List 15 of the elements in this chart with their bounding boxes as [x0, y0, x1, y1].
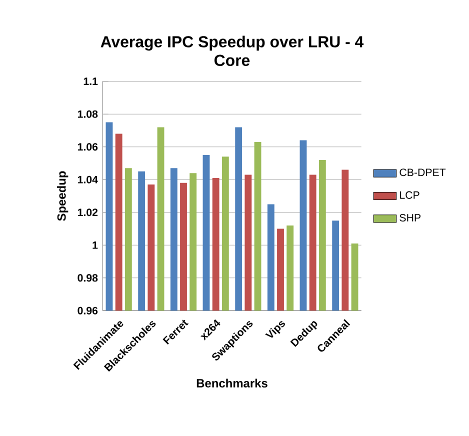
y-tick-label: 1.06 — [78, 143, 98, 151]
x-tick-label: Vips — [265, 321, 285, 338]
y-tick-label: 0.98 — [78, 274, 98, 282]
legend-label: LCP — [400, 191, 420, 199]
legend-label: CB-DPET — [400, 168, 446, 176]
y-tick-label: 1.1 — [84, 78, 98, 85]
legend-label: SHP — [400, 214, 420, 222]
x-axis-title: Benchmarks — [196, 378, 268, 388]
y-tick-label: 1.04 — [78, 176, 98, 184]
chart-title: Average IPC Speedup over LRU - 4 Core — [100, 36, 364, 66]
y-tick-label: 1 — [92, 241, 98, 249]
y-tick-label: 1.08 — [78, 110, 98, 118]
y-tick-label: 1.02 — [78, 208, 98, 216]
y-axis-title: Speedup — [57, 171, 68, 221]
y-tick-label: 0.96 — [78, 306, 98, 314]
